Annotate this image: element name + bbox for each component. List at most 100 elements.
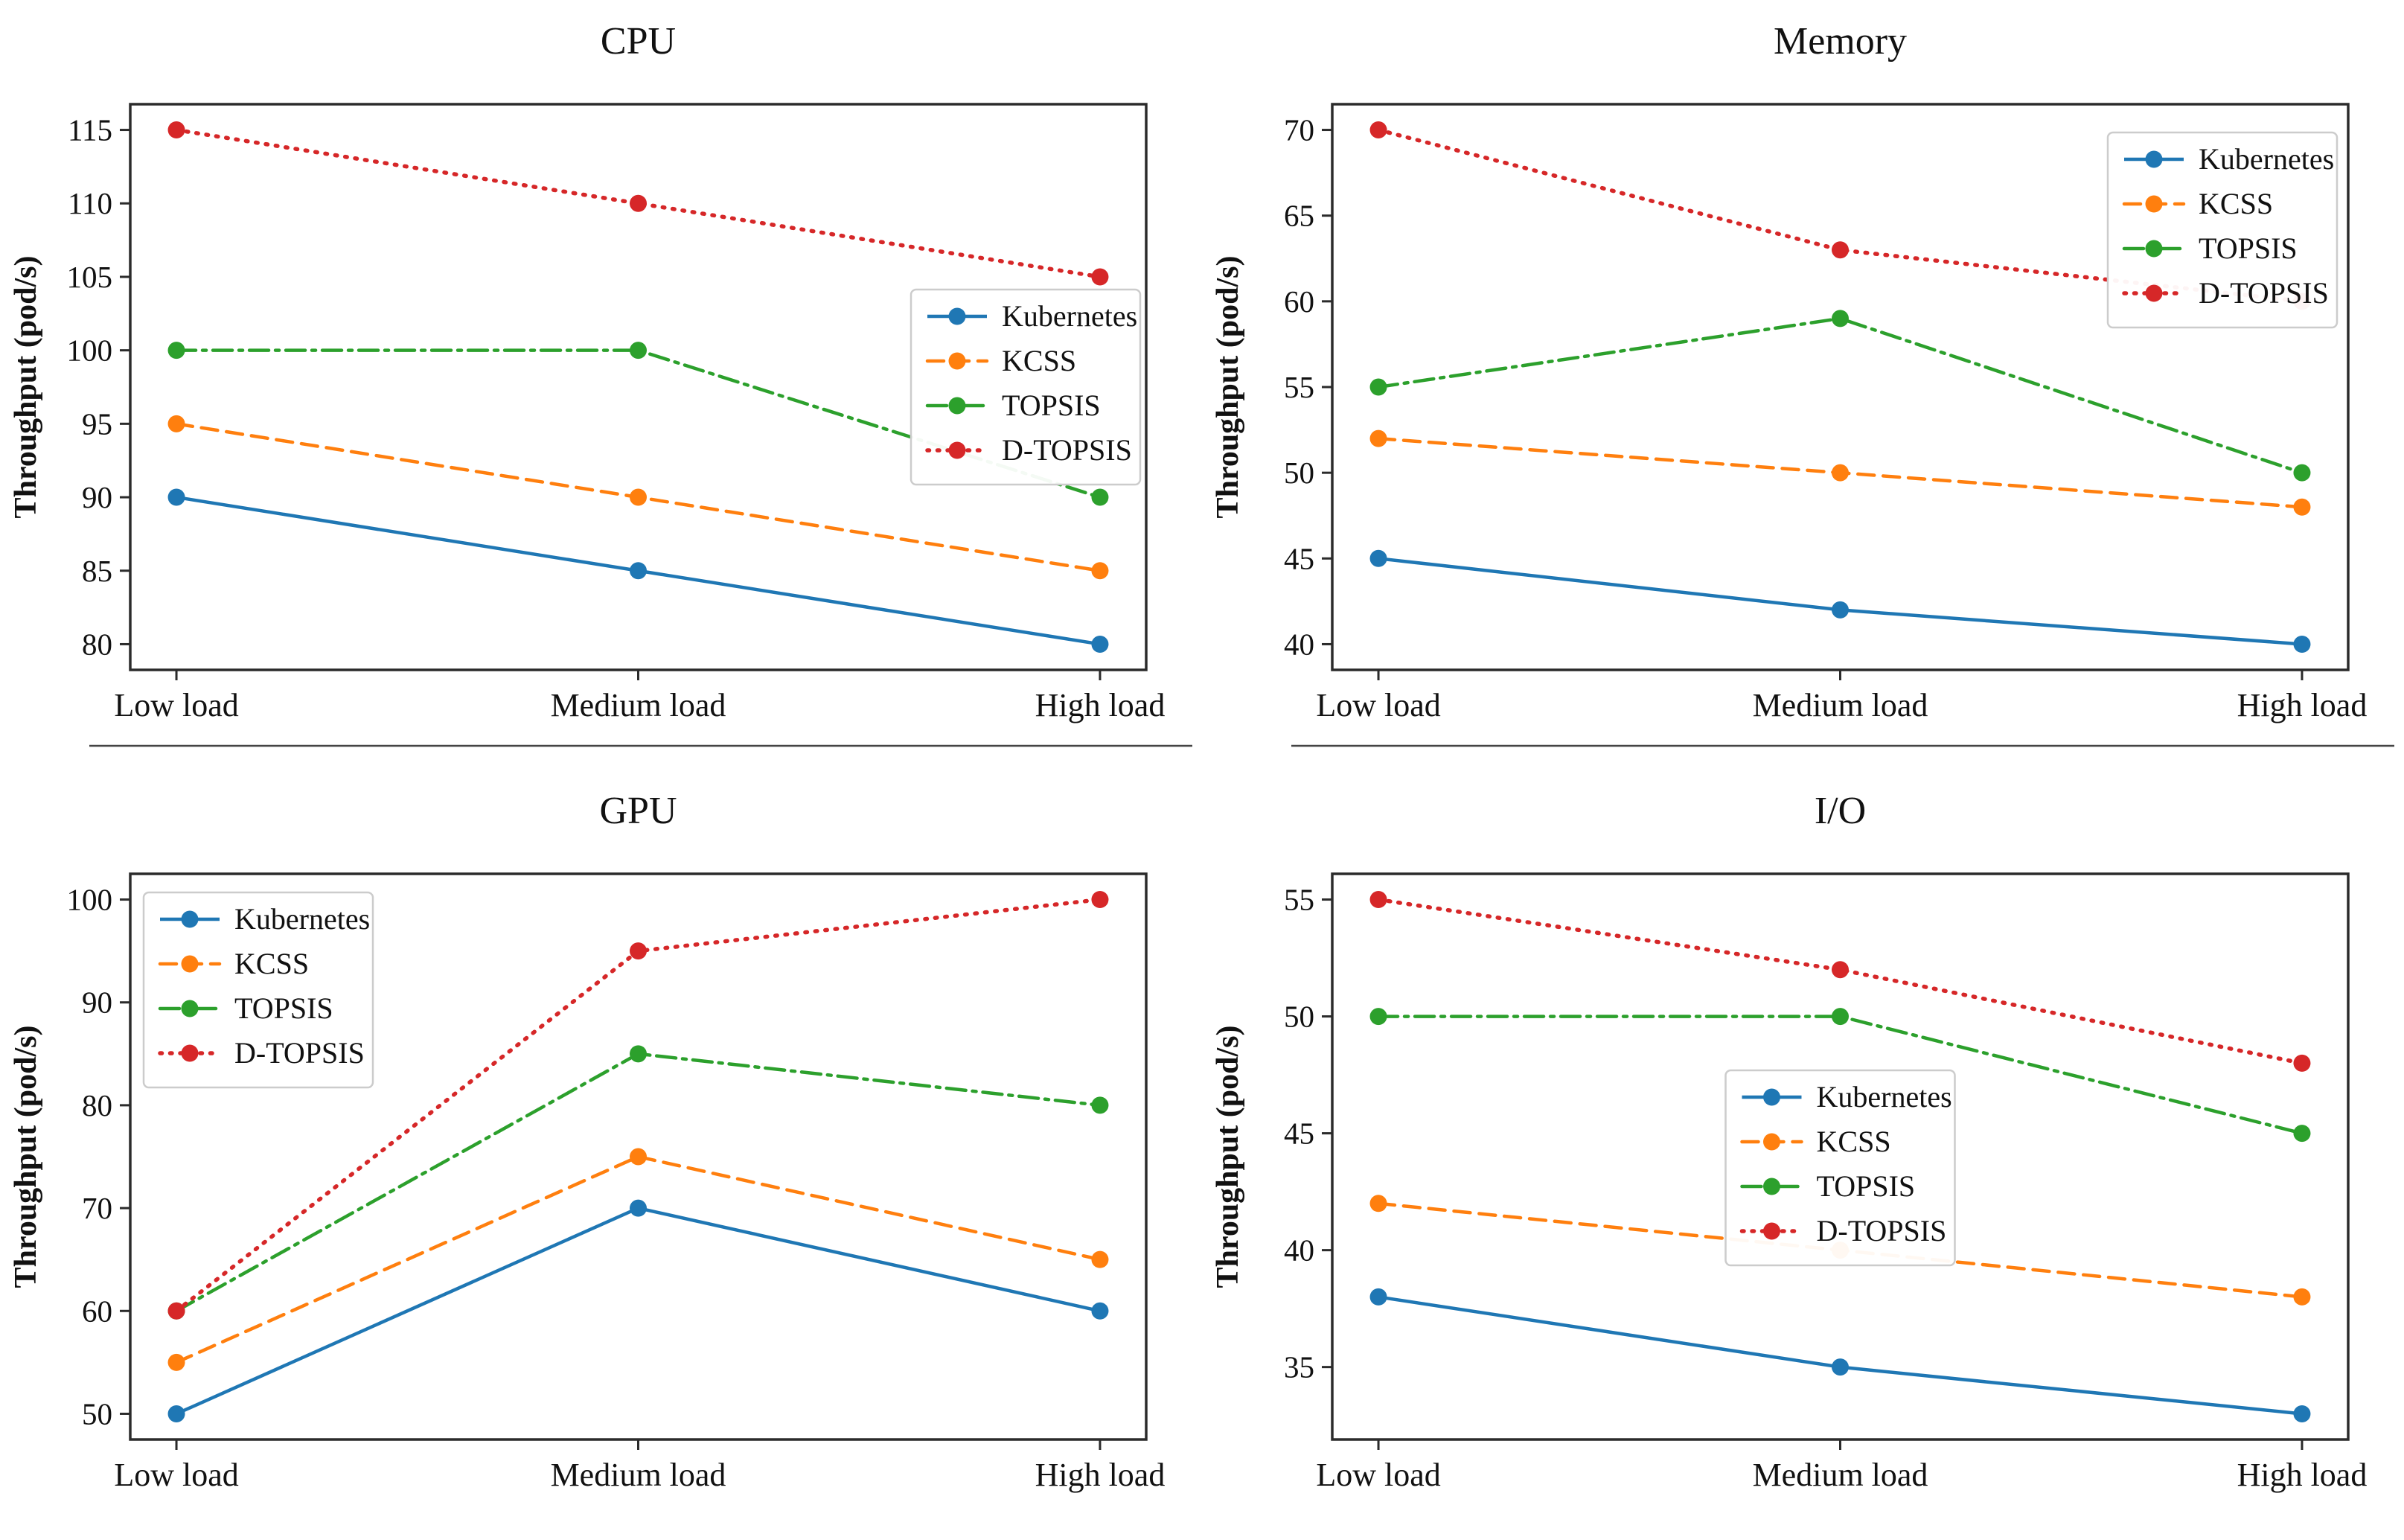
data-point-kubernetes <box>167 1405 185 1422</box>
series-line-topsis <box>174 1052 1102 1313</box>
chart-title: CPU <box>601 20 676 63</box>
legend-item-topsis: TOPSIS <box>158 991 333 1025</box>
legend-marker <box>181 1000 199 1017</box>
data-point-topsis <box>1369 378 1387 396</box>
subplot-gpu: GPU Throughput (pod/s) 50 60 70 80 90 100 Low lo… <box>0 770 1202 1539</box>
data-point-kcss <box>1091 1250 1109 1268</box>
legend-item-d-topsis: D-TOPSIS <box>1739 1214 1947 1247</box>
legend-label: KCSS <box>1817 1125 1891 1158</box>
y-tick-label: 65 <box>1284 199 1314 233</box>
legend-label: TOPSIS <box>1817 1169 1916 1203</box>
legend-box <box>1724 1069 1956 1267</box>
data-point-topsis <box>1832 310 1849 328</box>
legend-label: Kubernetes <box>2199 142 2334 176</box>
plot-frame <box>129 872 1148 1441</box>
y-tick-label: 100 <box>67 883 113 917</box>
legend-label: D-TOPSIS <box>1817 1214 1947 1247</box>
series-line-d-topsis <box>1376 897 2304 1066</box>
y-tick-label: 50 <box>82 1396 112 1431</box>
legend-marker <box>1763 1178 1780 1195</box>
data-point-kubernetes <box>1369 1288 1387 1306</box>
data-point-topsis <box>1832 1008 1849 1026</box>
y-tick-label: 80 <box>82 1088 112 1122</box>
legend-box <box>910 288 1142 486</box>
legend-item-d-topsis: D-TOPSIS <box>2122 276 2329 310</box>
legend-label: TOPSIS <box>234 991 333 1025</box>
y-tick-label: 85 <box>82 554 112 588</box>
x-tick-label: Low load <box>1316 1457 1440 1493</box>
data-point-topsis <box>1091 1096 1109 1114</box>
chart-gpu: GPU Throughput (pod/s) 50 60 70 80 90 100 Low lo… <box>9 790 1165 1493</box>
legend-marker <box>948 441 966 459</box>
legend-item-kcss: KCSS <box>158 947 309 980</box>
data-point-d-topsis <box>630 942 647 960</box>
legend: Kubernetes KCSS TOPSIS D-TOPSIS <box>142 891 374 1089</box>
chart-title: I/O <box>1815 790 1866 832</box>
legend: Kubernetes KCSS TOPSIS D-TOPSIS <box>910 288 1142 486</box>
y-tick-label: 40 <box>1284 1233 1314 1268</box>
legend-marker <box>181 955 199 973</box>
legend-marker <box>2145 195 2163 213</box>
legend: Kubernetes KCSS TOPSIS D-TOPSIS <box>1724 1069 1956 1267</box>
y-tick-label: 105 <box>67 260 113 294</box>
x-tick-label: Medium load <box>1753 687 1928 723</box>
series-line-kubernetes <box>176 1206 1101 1416</box>
series-line-kcss <box>174 1154 1102 1364</box>
subplot-io: I/O Throughput (pod/s) 35 40 45 50 55 Low load M… <box>1202 770 2404 1539</box>
plot-frame <box>129 103 1148 671</box>
legend-marker <box>948 307 966 325</box>
y-tick-label: 50 <box>1284 1000 1314 1034</box>
legend-label: Kubernetes <box>1817 1080 1952 1114</box>
legend-label: TOPSIS <box>1002 389 1101 422</box>
x-tick-label: High load <box>1035 687 1166 723</box>
data-point-kcss <box>630 1148 647 1166</box>
legend-item-kcss: KCSS <box>1740 1125 1891 1158</box>
legend-marker <box>181 1044 199 1062</box>
data-point-kubernetes <box>630 1199 647 1217</box>
series-line-topsis <box>1376 1015 2304 1135</box>
data-point-kubernetes <box>1369 549 1387 567</box>
y-tick-label: 115 <box>68 113 112 147</box>
x-tick-label: Medium load <box>1753 1457 1928 1493</box>
y-tick-label: 90 <box>82 985 112 1020</box>
y-tick-label: 60 <box>1284 284 1314 319</box>
data-point-kubernetes <box>630 562 647 580</box>
y-tick-label: 95 <box>82 406 112 441</box>
legend-item-d-topsis: D-TOPSIS <box>158 1036 365 1070</box>
chart-memory: Memory Throughput (pod/s) 40 45 50 55 60 65 70 Lo… <box>1211 20 2394 747</box>
data-point-kubernetes <box>167 488 185 506</box>
data-point-kubernetes <box>1091 635 1109 653</box>
y-tick-label: 90 <box>82 480 112 514</box>
plot-frame <box>1331 872 2350 1441</box>
y-tick-label: 40 <box>1284 627 1314 661</box>
chart-title: GPU <box>599 790 677 832</box>
y-tick-label: 110 <box>68 186 112 220</box>
y-tick-label: 55 <box>1284 370 1314 404</box>
data-point-kcss <box>2293 1288 2311 1306</box>
data-point-kcss <box>1832 464 1849 482</box>
legend-marker <box>2145 240 2163 258</box>
x-tick-label: Low load <box>1316 687 1440 723</box>
chart-title: Memory <box>1774 20 1907 63</box>
data-point-d-topsis <box>630 194 647 212</box>
legend-item-kcss: KCSS <box>2122 187 2273 220</box>
data-point-d-topsis <box>1091 891 1109 909</box>
data-point-kubernetes <box>2293 635 2311 653</box>
legend-item-topsis: TOPSIS <box>925 389 1101 422</box>
y-tick-label: 70 <box>82 1191 112 1225</box>
x-tick-label: Low load <box>114 687 238 723</box>
y-tick-label: 45 <box>1284 541 1314 575</box>
subplot-cpu: CPU Throughput (pod/s) 80 85 90 95 100 105 110 11… <box>0 0 1202 770</box>
data-point-kubernetes <box>1091 1302 1109 1320</box>
legend-label: KCSS <box>234 947 309 980</box>
legend-label: D-TOPSIS <box>234 1036 365 1070</box>
data-point-kubernetes <box>1832 601 1849 619</box>
data-point-kcss <box>1369 1195 1387 1212</box>
data-point-topsis <box>630 342 647 360</box>
y-tick-label: 100 <box>67 333 113 368</box>
data-point-topsis <box>167 342 185 360</box>
legend-box <box>142 891 374 1089</box>
x-tick-label: High load <box>2237 1457 2368 1493</box>
